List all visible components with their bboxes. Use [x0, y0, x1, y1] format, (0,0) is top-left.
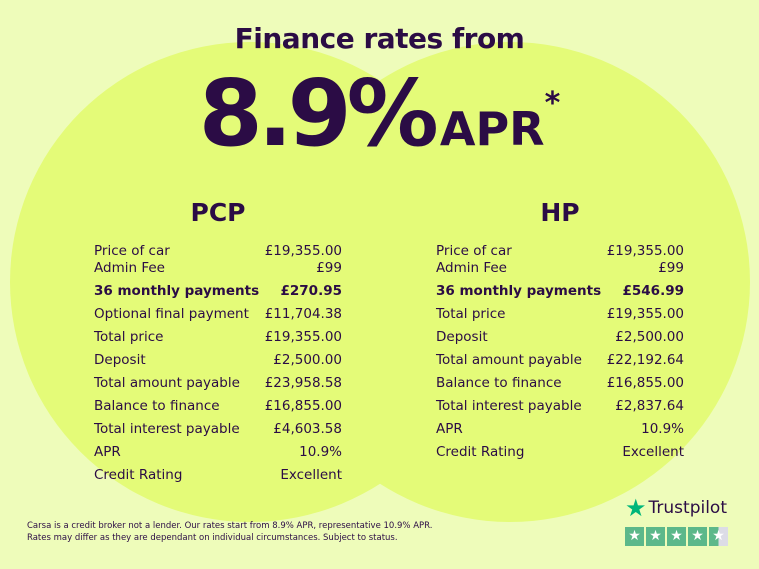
row-value: 10.9% [299, 444, 342, 460]
row-label: 36 monthly payments [436, 283, 602, 299]
pcp-table: PCP Price of car £19,355.00 Admin Fee £99 36… [94, 198, 342, 484]
row-label: Credit Rating [436, 444, 525, 460]
row-label: Total amount payable [94, 375, 240, 391]
table-row: 36 monthly payments £270.95 [94, 283, 342, 300]
row-label: APR [94, 444, 121, 460]
row-value: £19,355.00 [606, 306, 684, 322]
trustpilot-badge[interactable]: ★ Trustpilot ★ ★ ★ ★ ★ [625, 494, 728, 546]
row-value: £2,837.64 [615, 398, 684, 414]
disclaimer-line-2: Rates may differ as they are dependant o… [27, 533, 398, 543]
trustpilot-name: Trustpilot [648, 498, 727, 518]
pcp-title: PCP [190, 198, 246, 227]
background-circle-right [270, 42, 750, 522]
row-value: £99 [316, 260, 342, 276]
row-value: £546.99 [622, 283, 685, 299]
row-value: £2,500.00 [273, 352, 342, 368]
table-row: Credit Rating Excellent [436, 444, 684, 461]
table-row: Deposit £2,500.00 [436, 329, 684, 346]
table-row: 36 monthly payments £546.99 [436, 283, 684, 300]
table-row: Deposit £2,500.00 [94, 352, 342, 369]
row-value: £11,704.38 [264, 306, 342, 322]
row-label: APR [436, 421, 463, 437]
table-row: APR 10.9% [436, 421, 684, 438]
row-label: Admin Fee [436, 260, 507, 276]
row-label: Price of car [436, 243, 512, 259]
row-value: £4,603.58 [273, 421, 342, 437]
table-row: Total amount payable £23,958.58 [94, 375, 342, 392]
row-value: £23,958.58 [264, 375, 342, 391]
table-row: Total amount payable £22,192.64 [436, 352, 684, 369]
rate-display: 8.9% APR* [0, 68, 759, 160]
star-icon: ★ [625, 527, 644, 546]
row-value: £99 [658, 260, 684, 276]
trustpilot-rating: ★ ★ ★ ★ ★ [625, 527, 728, 546]
row-value: 10.9% [641, 421, 684, 437]
row-value: £270.95 [280, 283, 343, 299]
row-label: Total price [94, 329, 164, 345]
row-label: Deposit [94, 352, 146, 368]
row-value: £19,355.00 [264, 329, 342, 345]
table-row: Price of car £19,355.00 [436, 243, 684, 260]
row-label: Price of car [94, 243, 170, 259]
row-value: £16,855.00 [264, 398, 342, 414]
row-label: Total price [436, 306, 506, 322]
hp-table: HP Price of car £19,355.00 Admin Fee £99 36 … [436, 198, 684, 461]
disclaimer: Carsa is a credit broker not a lender. O… [27, 520, 432, 544]
row-value: £22,192.64 [606, 352, 684, 368]
disclaimer-line-1: Carsa is a credit broker not a lender. O… [27, 521, 433, 531]
row-label: Balance to finance [436, 375, 562, 391]
half-star-icon: ★ [709, 527, 728, 546]
table-row: Total price £19,355.00 [436, 306, 684, 323]
row-label: Optional final payment [94, 306, 249, 322]
table-row: Total interest payable £4,603.58 [94, 421, 342, 438]
row-label: Deposit [436, 329, 488, 345]
table-row: Total interest payable £2,837.64 [436, 398, 684, 415]
trustpilot-star-icon: ★ [625, 494, 647, 522]
apr-label: APR [439, 102, 545, 156]
table-row: Price of car £19,355.00 [94, 243, 342, 260]
asterisk: * [544, 86, 561, 121]
star-icon: ★ [646, 527, 665, 546]
row-label: Credit Rating [94, 467, 183, 483]
table-row: Optional final payment £11,704.38 [94, 306, 342, 323]
row-label: 36 monthly payments [94, 283, 260, 299]
table-row: Admin Fee £99 [94, 260, 342, 277]
row-label: Total interest payable [436, 398, 582, 414]
rate-value: 8.9% [198, 60, 439, 167]
star-icon: ★ [667, 527, 686, 546]
hp-title: HP [540, 198, 580, 227]
row-value: £2,500.00 [615, 329, 684, 345]
row-value: £16,855.00 [606, 375, 684, 391]
table-row: Balance to finance £16,855.00 [94, 398, 342, 415]
row-label: Total interest payable [94, 421, 240, 437]
row-value: Excellent [622, 444, 684, 460]
table-row: Credit Rating Excellent [94, 467, 342, 484]
table-row: Balance to finance £16,855.00 [436, 375, 684, 392]
row-label: Balance to finance [94, 398, 220, 414]
table-row: Admin Fee £99 [436, 260, 684, 277]
row-value: Excellent [280, 467, 342, 483]
table-row: Total price £19,355.00 [94, 329, 342, 346]
row-label: Admin Fee [94, 260, 165, 276]
row-value: £19,355.00 [264, 243, 342, 259]
row-label: Total amount payable [436, 352, 582, 368]
row-value: £19,355.00 [606, 243, 684, 259]
headline: Finance rates from [234, 22, 525, 55]
table-row: APR 10.9% [94, 444, 342, 461]
star-icon: ★ [688, 527, 707, 546]
